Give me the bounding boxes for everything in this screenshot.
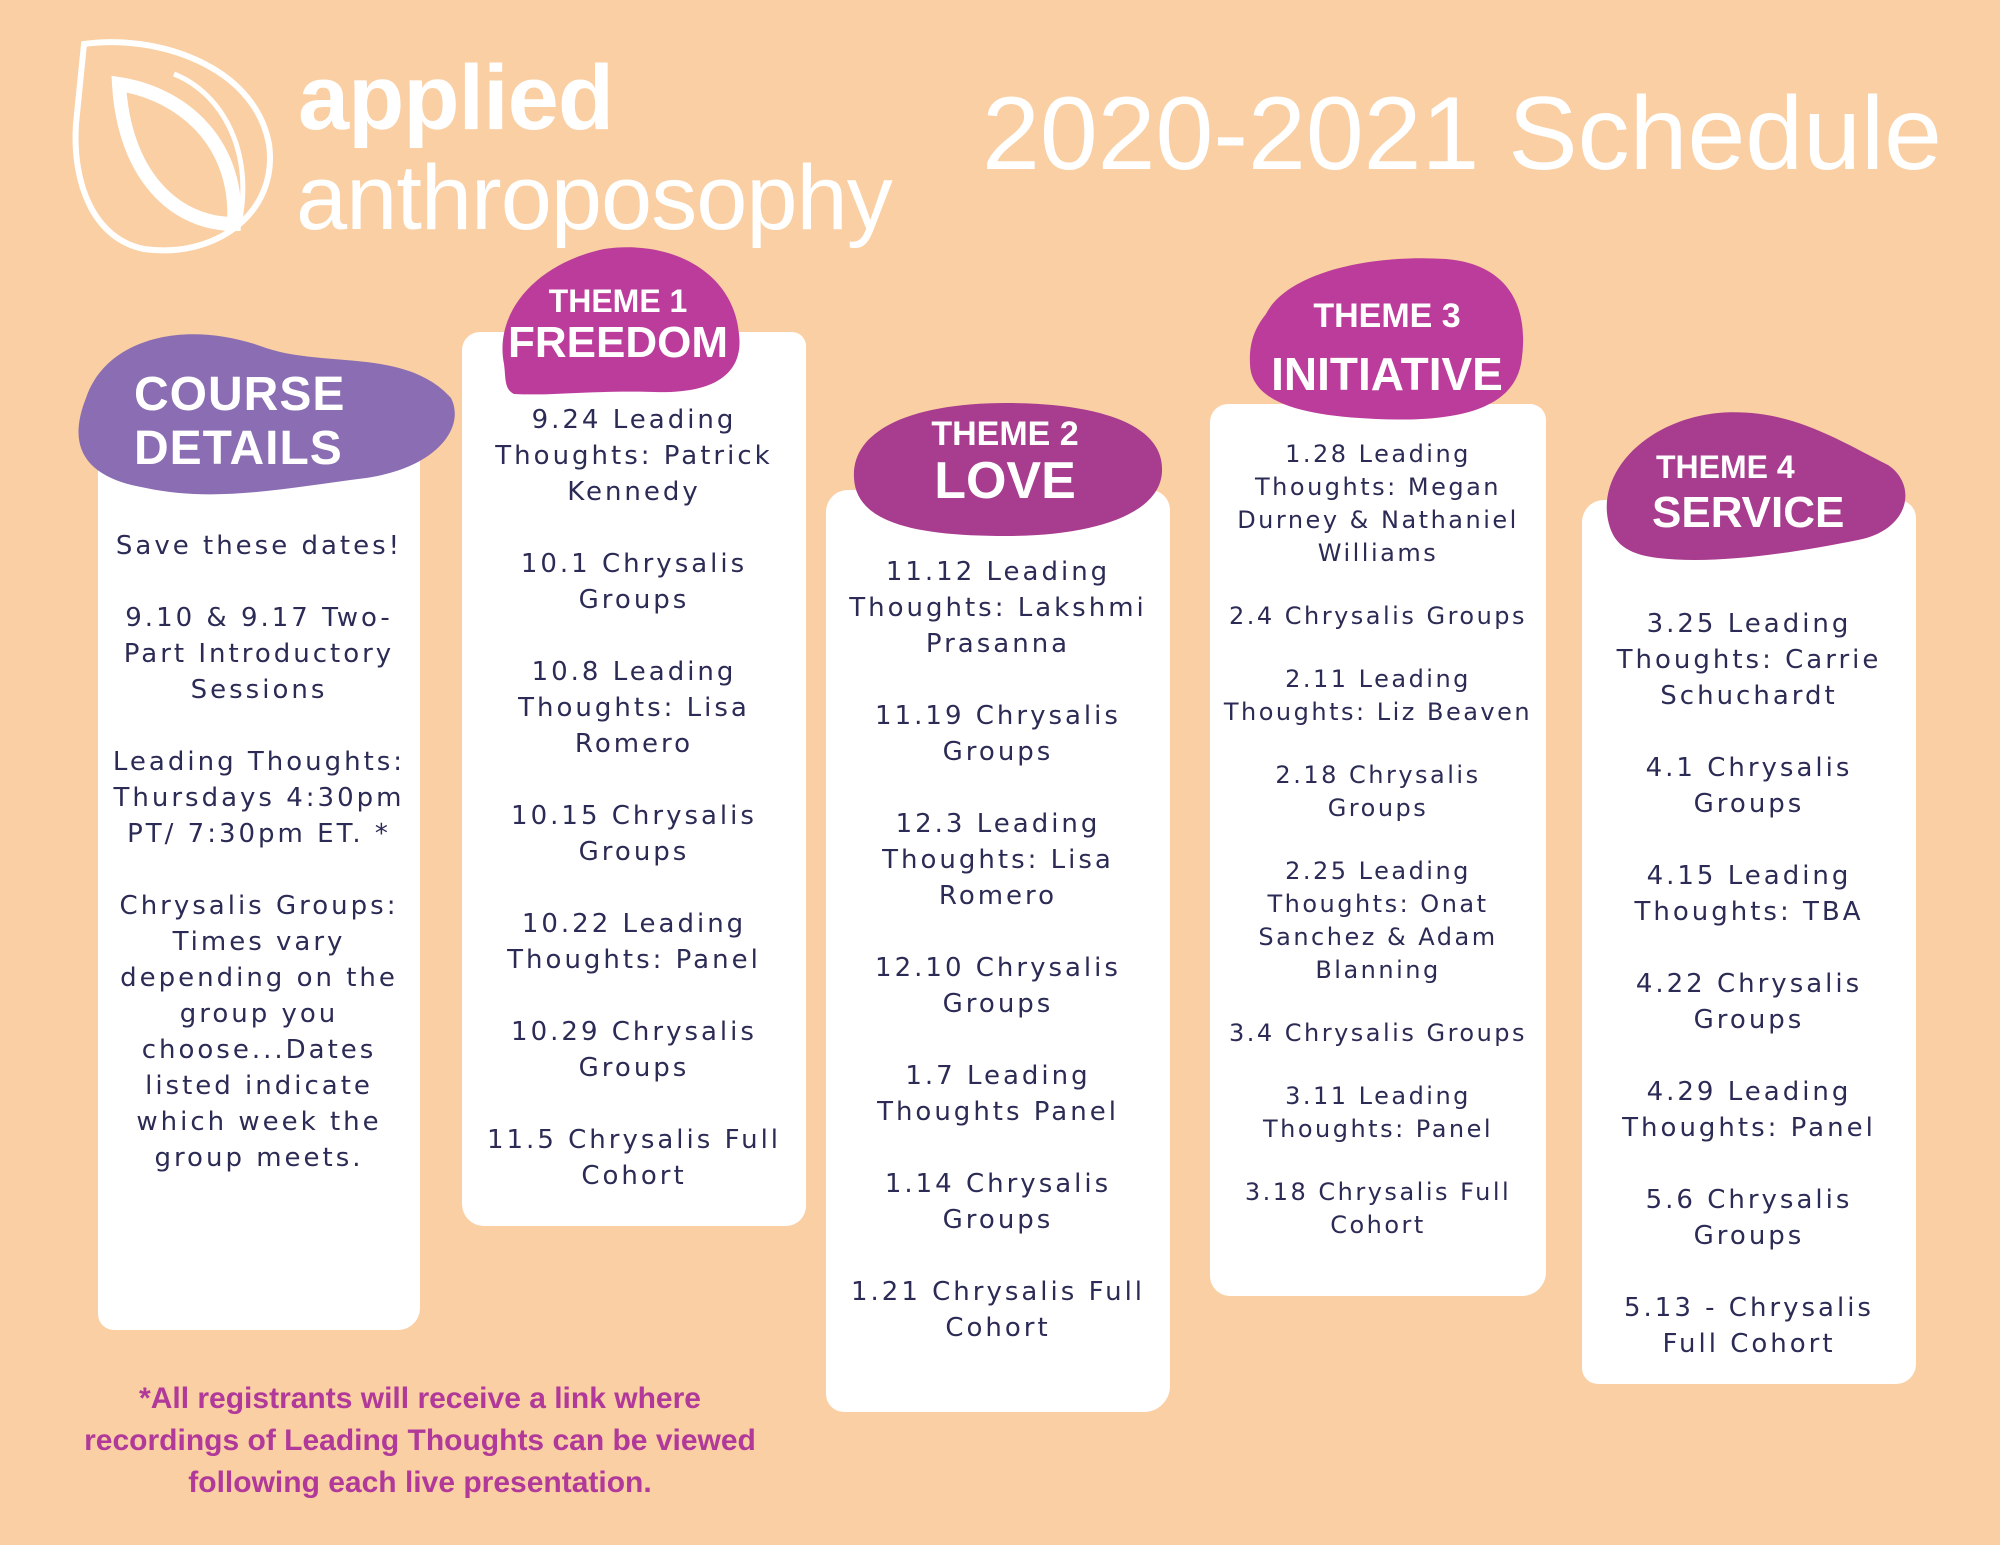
course-details-entry: Chrysalis Groups: Times vary depending o… xyxy=(119,891,399,1173)
schedule-entry: 10.29 Chrysalis Groups xyxy=(511,1017,757,1083)
course-details-card: Save these dates! 9.10 & 9.17 Two- Part … xyxy=(98,430,420,1330)
schedule-entry: 4.15 Leading Thoughts: TBA xyxy=(1634,861,1864,927)
theme3-entries: 1.28 Leading Thoughts: Megan Durney & Na… xyxy=(1210,438,1546,1272)
schedule-entry: 11.12 Leading Thoughts: Lakshmi Prasanna xyxy=(849,557,1147,659)
schedule-entry: 10.22 Leading Thoughts: Panel xyxy=(507,909,761,975)
theme1-name: FREEDOM xyxy=(508,318,728,367)
theme4-heading-blob: THEME 4 SERVICE xyxy=(1598,410,1910,562)
schedule-entry: 1.21 Chrysalis Full Cohort xyxy=(850,1277,1146,1343)
theme2-label: THEME 2 xyxy=(931,415,1079,453)
schedule-entry: 2.18 Chrysalis Groups xyxy=(1275,761,1481,822)
theme1-label: THEME 1 xyxy=(548,283,688,319)
schedule-entry: 10.8 Leading Thoughts: Lisa Romero xyxy=(518,657,750,759)
theme4-name: SERVICE xyxy=(1652,488,1845,537)
course-details-entry: 9.10 & 9.17 Two- Part Introductory Sessi… xyxy=(123,603,395,705)
theme3-heading-blob: THEME 3 INITIATIVE xyxy=(1246,254,1528,424)
schedule-entry: 3.4 Chrysalis Groups xyxy=(1228,1019,1528,1047)
course-details-heading-line2: DETAILS xyxy=(134,422,343,475)
schedule-entry: 2.11 Leading Thoughts: Liz Beaven xyxy=(1223,665,1533,726)
schedule-entry: 11.5 Chrysalis Full Cohort xyxy=(486,1125,782,1191)
schedule-entry: 2.4 Chrysalis Groups xyxy=(1228,602,1528,630)
schedule-entry: 1.7 Leading Thoughts Panel xyxy=(877,1061,1119,1127)
course-details-entry: Leading Thoughts: Thursdays 4:30pm PT/ 7… xyxy=(112,747,406,849)
course-details-entries: Save these dates! 9.10 & 9.17 Two- Part … xyxy=(98,528,420,1176)
schedule-entry: 5.13 - Chrysalis Full Cohort xyxy=(1624,1293,1874,1359)
schedule-entry: 3.18 Chrysalis Full Cohort xyxy=(1244,1178,1512,1239)
course-details-heading-blob: COURSE DETAILS xyxy=(66,318,460,500)
course-details-entry: Save these dates! xyxy=(115,531,403,561)
schedule-entry: 12.10 Chrysalis Groups xyxy=(875,953,1121,1019)
theme3-label: THEME 3 xyxy=(1313,297,1461,335)
schedule-entry: 11.19 Chrysalis Groups xyxy=(875,701,1121,767)
schedule-entry: 4.1 Chrysalis Groups xyxy=(1645,753,1853,819)
theme4-label: THEME 4 xyxy=(1656,449,1795,485)
schedule-entry: 1.14 Chrysalis Groups xyxy=(884,1169,1112,1235)
theme2-entries: 11.12 Leading Thoughts: Lakshmi Prasanna… xyxy=(826,554,1170,1346)
schedule-entry: 1.28 Leading Thoughts: Megan Durney & Na… xyxy=(1237,440,1519,567)
schedule-entry: 3.11 Leading Thoughts: Panel xyxy=(1262,1082,1494,1143)
schedule-entry: 5.6 Chrysalis Groups xyxy=(1645,1185,1853,1251)
theme2-card: 11.12 Leading Thoughts: Lakshmi Prasanna… xyxy=(826,490,1170,1412)
brand-name-line1: applied xyxy=(298,47,614,149)
schedule-entry: 4.22 Chrysalis Groups xyxy=(1635,969,1863,1035)
page-title: 2020-2021 Schedule xyxy=(982,76,1942,192)
theme4-entries: 3.25 Leading Thoughts: Carrie Schuchardt… xyxy=(1582,606,1916,1362)
brand-name-line2: anthroposophy xyxy=(296,147,893,249)
theme3-name: INITIATIVE xyxy=(1271,348,1503,400)
theme1-entries: 9.24 Leading Thoughts: Patrick Kennedy 1… xyxy=(462,402,806,1194)
theme1-heading-blob: THEME 1 FREEDOM xyxy=(494,244,742,396)
recordings-footnote: *All registrants will receive a link whe… xyxy=(84,1382,756,1499)
theme2-heading-blob: THEME 2 LOVE xyxy=(846,398,1164,538)
course-details-heading-line1: COURSE xyxy=(134,368,346,421)
theme4-card: 3.25 Leading Thoughts: Carrie Schuchardt… xyxy=(1582,500,1916,1384)
leaf-logo-icon xyxy=(72,39,274,254)
schedule-entry: 3.25 Leading Thoughts: Carrie Schuchardt xyxy=(1616,609,1882,711)
theme2-name: LOVE xyxy=(934,452,1076,510)
theme3-card: 1.28 Leading Thoughts: Megan Durney & Na… xyxy=(1210,404,1546,1296)
schedule-entry: 10.15 Chrysalis Groups xyxy=(511,801,757,867)
schedule-entry: 2.25 Leading Thoughts: Onat Sanchez & Ad… xyxy=(1258,857,1498,984)
theme1-card: 9.24 Leading Thoughts: Patrick Kennedy 1… xyxy=(462,332,806,1226)
schedule-entry: 4.29 Leading Thoughts: Panel xyxy=(1622,1077,1876,1143)
schedule-entry: 12.3 Leading Thoughts: Lisa Romero xyxy=(882,809,1114,911)
schedule-entry: 10.1 Chrysalis Groups xyxy=(520,549,748,615)
schedule-entry: 9.24 Leading Thoughts: Patrick Kennedy xyxy=(495,405,773,507)
